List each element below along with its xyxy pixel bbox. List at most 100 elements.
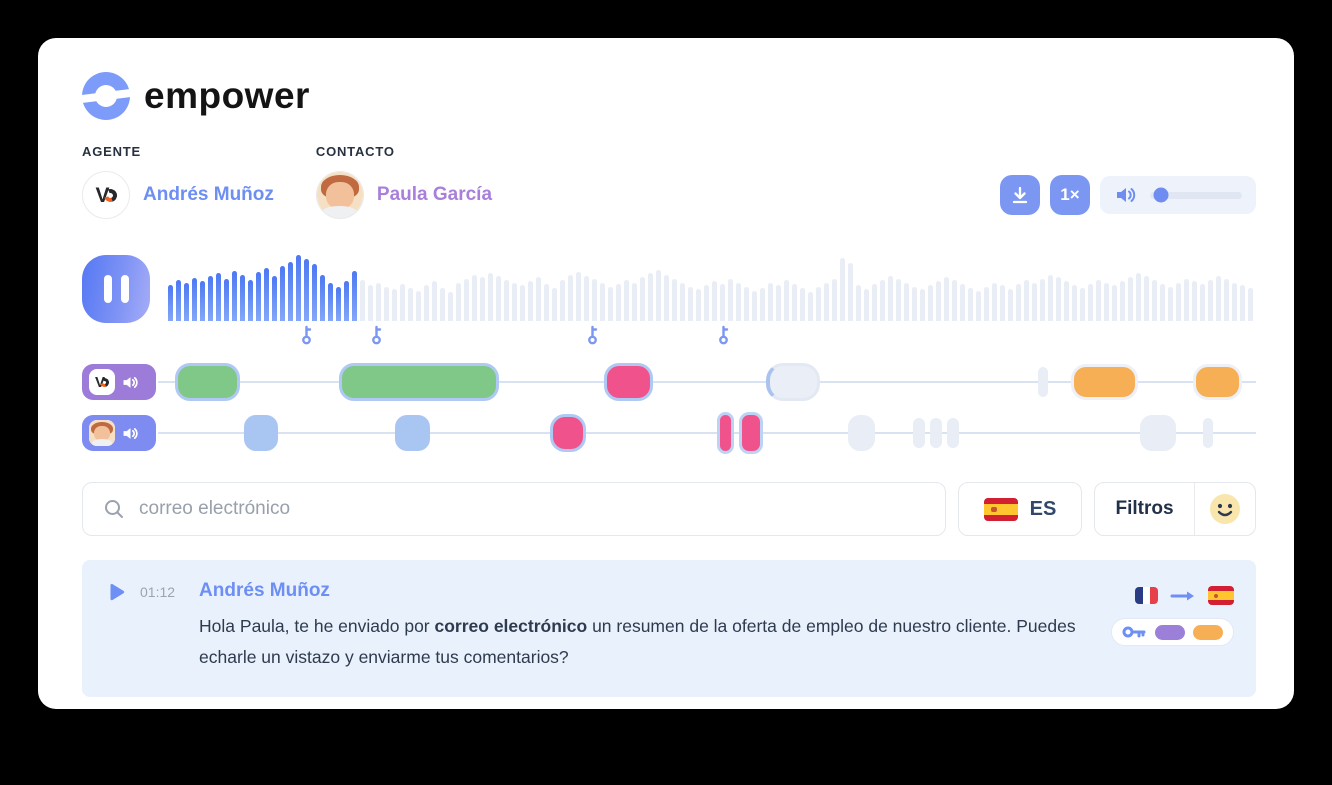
waveform-bar[interactable] (1024, 280, 1029, 321)
waveform-bar[interactable] (960, 284, 965, 321)
waveform-bar[interactable] (1208, 280, 1213, 321)
waveform-bar[interactable] (832, 279, 837, 321)
waveform-bar[interactable] (1216, 276, 1221, 321)
waveform-bar[interactable] (304, 259, 309, 321)
contact-segment-pink[interactable] (550, 414, 586, 452)
playback-speed-button[interactable]: 1× (1050, 175, 1090, 215)
waveform-bar[interactable] (320, 275, 325, 321)
waveform-area[interactable] (168, 255, 1256, 347)
waveform-bar[interactable] (248, 280, 253, 321)
waveform-bar[interactable] (344, 281, 349, 321)
segment-speaker-name[interactable]: Andrés Muñoz (199, 580, 330, 601)
waveform-bar[interactable] (416, 291, 421, 321)
waveform-bar[interactable] (192, 278, 197, 321)
waveform-bar[interactable] (536, 277, 541, 321)
waveform-bar[interactable] (184, 283, 189, 321)
waveform-bar[interactable] (568, 275, 573, 321)
waveform-bar[interactable] (768, 283, 773, 321)
waveform-bar[interactable] (1136, 273, 1141, 321)
waveform-bar[interactable] (576, 272, 581, 321)
waveform-bar[interactable] (256, 272, 261, 321)
waveform-bar[interactable] (912, 287, 917, 321)
agent-segment-orange[interactable] (1193, 364, 1242, 400)
waveform-bar[interactable] (984, 287, 989, 321)
pause-button[interactable] (82, 255, 150, 323)
waveform-bar[interactable] (888, 276, 893, 321)
waveform-bar[interactable] (672, 279, 677, 321)
waveform-bar[interactable] (1248, 288, 1253, 321)
waveform-bar[interactable] (1224, 279, 1229, 321)
waveform-bar[interactable] (776, 285, 781, 321)
waveform-bar[interactable] (664, 275, 669, 321)
waveform-bar[interactable] (792, 284, 797, 321)
agent-segment-green[interactable] (339, 363, 499, 401)
search-box[interactable] (82, 482, 946, 536)
waveform-bar[interactable] (928, 285, 933, 321)
keyword-marker-key-icon[interactable] (370, 325, 383, 350)
waveform-bar[interactable] (520, 285, 525, 321)
waveform-bar[interactable] (824, 283, 829, 321)
waveform-bar[interactable] (1128, 277, 1133, 321)
waveform-bar[interactable] (240, 275, 245, 321)
contact-segment-tick[interactable] (947, 418, 959, 448)
waveform-bar[interactable] (1016, 284, 1021, 321)
waveform-bar[interactable] (1048, 275, 1053, 321)
waveform-bar[interactable] (440, 288, 445, 321)
contact-name[interactable]: Paula García (376, 184, 493, 205)
waveform-bar[interactable] (528, 281, 533, 321)
waveform-bar[interactable] (784, 280, 789, 321)
waveform-bar[interactable] (400, 284, 405, 321)
waveform[interactable] (168, 255, 1256, 321)
waveform-bar[interactable] (1088, 284, 1093, 321)
waveform-bar[interactable] (920, 289, 925, 321)
waveform-bar[interactable] (896, 279, 901, 321)
waveform-bar[interactable] (1160, 284, 1165, 321)
contact-segment-tick[interactable] (913, 418, 925, 448)
waveform-bar[interactable] (200, 281, 205, 321)
search-input[interactable] (139, 498, 925, 520)
waveform-bar[interactable] (560, 280, 565, 321)
waveform-bar[interactable] (376, 283, 381, 321)
contact-segment-pink-narrow[interactable] (717, 412, 734, 454)
waveform-bar[interactable] (1000, 285, 1005, 321)
waveform-bar[interactable] (736, 283, 741, 321)
contact-segment-pink-narrow[interactable] (739, 412, 763, 454)
waveform-bar[interactable] (904, 283, 909, 321)
waveform-bar[interactable] (712, 281, 717, 321)
waveform-bar[interactable] (392, 289, 397, 321)
contact-speaker-chip[interactable] (82, 415, 156, 451)
waveform-bar[interactable] (456, 283, 461, 321)
waveform-bar[interactable] (632, 283, 637, 321)
waveform-bar[interactable] (1120, 281, 1125, 321)
agent-segment-pink[interactable] (604, 363, 653, 401)
contact-segment-tick[interactable] (930, 418, 942, 448)
waveform-bar[interactable] (944, 277, 949, 321)
waveform-bar[interactable] (232, 271, 237, 321)
contact-segment-tick[interactable] (1203, 418, 1213, 448)
keyword-marker-key-icon[interactable] (717, 325, 730, 350)
waveform-bar[interactable] (584, 276, 589, 321)
waveform-bar[interactable] (512, 283, 517, 321)
waveform-bar[interactable] (656, 270, 661, 321)
waveform-bar[interactable] (688, 287, 693, 321)
contact-segment-gray[interactable] (848, 415, 875, 451)
volume-slider[interactable] (1150, 187, 1242, 203)
waveform-bar[interactable] (1008, 289, 1013, 321)
waveform-bar[interactable] (464, 279, 469, 321)
waveform-bar[interactable] (1096, 280, 1101, 321)
waveform-bar[interactable] (408, 288, 413, 321)
waveform-bar[interactable] (1200, 284, 1205, 321)
waveform-bar[interactable] (640, 277, 645, 321)
play-segment-icon[interactable] (108, 583, 126, 601)
waveform-bar[interactable] (624, 280, 629, 321)
waveform-bar[interactable] (1080, 288, 1085, 321)
waveform-bar[interactable] (280, 266, 285, 321)
waveform-bar[interactable] (264, 268, 269, 321)
waveform-bar[interactable] (1104, 283, 1109, 321)
waveform-bar[interactable] (488, 273, 493, 321)
waveform-bar[interactable] (808, 292, 813, 321)
agent-segment-playhead[interactable] (766, 363, 820, 401)
waveform-bar[interactable] (472, 275, 477, 321)
filters-button[interactable]: Filtros (1094, 482, 1256, 536)
sentiment-filter-button[interactable] (1195, 493, 1255, 525)
